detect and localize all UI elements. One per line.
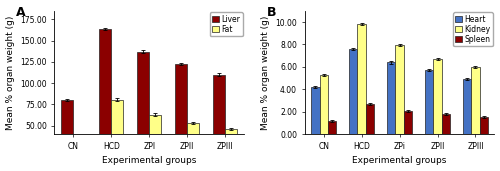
Bar bbox=[99, 29, 112, 168]
Y-axis label: Mean % organ weight (g): Mean % organ weight (g) bbox=[6, 15, 15, 130]
Bar bbox=[61, 100, 74, 168]
Bar bbox=[425, 70, 434, 134]
X-axis label: Experimental groups: Experimental groups bbox=[102, 156, 196, 166]
Bar bbox=[149, 115, 162, 168]
Bar bbox=[74, 136, 86, 168]
Bar bbox=[187, 123, 200, 168]
Legend: Heart, Kidney, Spleen: Heart, Kidney, Spleen bbox=[453, 12, 493, 46]
Bar bbox=[320, 75, 328, 134]
Bar bbox=[396, 45, 404, 134]
Bar bbox=[358, 24, 366, 134]
Bar bbox=[366, 104, 374, 134]
Bar bbox=[404, 111, 412, 134]
Bar bbox=[387, 62, 396, 134]
Bar bbox=[472, 67, 480, 134]
Bar bbox=[225, 129, 237, 168]
Bar bbox=[137, 52, 149, 168]
Text: A: A bbox=[16, 6, 26, 19]
Bar bbox=[463, 79, 471, 134]
Y-axis label: Mean % organ weight (g): Mean % organ weight (g) bbox=[261, 15, 270, 130]
Bar bbox=[328, 121, 336, 134]
Bar bbox=[349, 49, 358, 134]
Text: B: B bbox=[267, 6, 276, 19]
X-axis label: Experimental groups: Experimental groups bbox=[352, 156, 447, 166]
Bar bbox=[311, 87, 320, 134]
Legend: Liver, Fat: Liver, Fat bbox=[210, 12, 242, 36]
Bar bbox=[112, 100, 124, 168]
Bar bbox=[480, 117, 488, 134]
Bar bbox=[434, 59, 442, 134]
Bar bbox=[442, 114, 450, 134]
Bar bbox=[175, 64, 187, 168]
Bar bbox=[213, 75, 225, 168]
